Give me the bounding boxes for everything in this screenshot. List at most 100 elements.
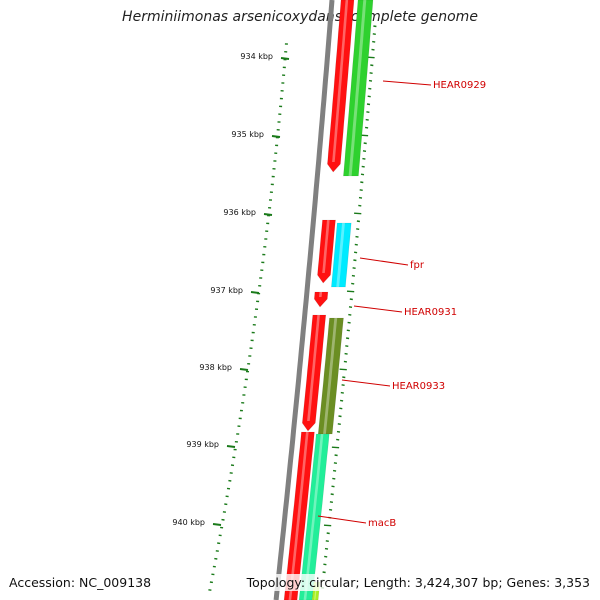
major-tick — [226, 445, 236, 448]
outer-tick — [325, 540, 329, 542]
gene-label-hear0933[interactable]: HEAR0933 — [392, 381, 445, 392]
gene-label-macb[interactable]: macB — [368, 518, 396, 529]
gene-hear0929-highlight — [348, 0, 367, 176]
outer-tick — [351, 274, 356, 277]
gene-label-leader — [317, 515, 367, 524]
outer-tick — [345, 337, 350, 340]
outer-tick — [356, 228, 360, 230]
outer-tick — [346, 290, 355, 293]
outer-tick — [371, 48, 375, 51]
outer-tick — [348, 306, 353, 308]
outer-tick — [353, 259, 357, 262]
map-title: Herminiimonas arsenicoxydans, complete g… — [122, 9, 478, 25]
outer-tick — [337, 423, 341, 425]
gene-fpr-forward — [317, 219, 336, 284]
gene-macb-body[interactable] — [298, 433, 330, 600]
outer-tick — [336, 430, 341, 433]
outer-tick — [366, 103, 371, 106]
outer-tick — [323, 524, 332, 527]
outer-tick — [338, 415, 342, 418]
outer-tick — [364, 126, 369, 129]
outer-tick — [344, 352, 348, 355]
outer-tick — [363, 142, 367, 145]
outer-tick — [339, 399, 344, 402]
tick-label-937: 937 kbp — [210, 286, 243, 295]
gene-fpr-body[interactable] — [331, 222, 352, 288]
major-ticks: 934 kbp 935 kbp 936 kbp 937 kbp 938 kbp … — [172, 52, 290, 527]
gene-hear0929 — [343, 0, 374, 177]
outer-tick — [341, 384, 345, 386]
gene-hear0932-forward — [301, 314, 327, 432]
gene-hear0934-forward — [283, 431, 315, 600]
tick-label-934: 934 kbp — [240, 52, 273, 61]
tick-label-940: 940 kbp — [172, 518, 205, 527]
outer-tick — [367, 95, 371, 98]
outer-tick — [365, 118, 369, 121]
gene-hear0928-forward-highlight — [332, 0, 349, 162]
backbone-track — [273, 0, 335, 600]
outer-tick — [328, 508, 333, 511]
gene-fpr-forward-highlight — [322, 220, 330, 273]
gene-label-hear0929[interactable]: HEAR0929 — [433, 80, 486, 91]
outer-tick — [324, 555, 328, 558]
outer-tick — [355, 235, 359, 238]
gene-label-leader — [359, 257, 409, 266]
outer-tick — [323, 563, 327, 566]
outer-tick — [372, 33, 376, 35]
gene-label-hear0931[interactable]: HEAR0931 — [404, 307, 457, 318]
gene-hear0931-forward-body[interactable] — [313, 291, 329, 308]
backbone-line — [273, 0, 335, 600]
outer-tick — [340, 391, 344, 394]
gene-hear0933-body[interactable] — [317, 317, 344, 435]
outer-tick — [339, 407, 343, 410]
outer-tick — [352, 267, 356, 269]
outer-tick — [359, 189, 363, 191]
outer-tick — [339, 368, 347, 371]
outer-tick — [368, 87, 372, 90]
outer-tick — [358, 204, 362, 207]
gene-label-leader — [382, 80, 432, 86]
outer-tick — [361, 165, 365, 168]
tick-label-936: 936 kbp — [223, 208, 256, 217]
gene-hear0931-forward-highlight — [319, 292, 323, 297]
outer-tick — [354, 243, 358, 246]
outer-tick — [369, 72, 373, 74]
outer-tick — [332, 469, 337, 472]
gene-macb — [298, 433, 330, 600]
gene-hear0929-body[interactable] — [343, 0, 374, 177]
outer-tick — [331, 446, 340, 449]
gene-hear0932-forward-body[interactable] — [301, 314, 327, 432]
gene-hear0933 — [317, 317, 344, 435]
outer-tick — [360, 134, 369, 137]
outer-tick — [366, 111, 370, 113]
outer-tick — [353, 251, 358, 254]
outer-tick — [330, 493, 334, 496]
outer-tick — [324, 547, 329, 550]
outer-tick — [333, 462, 338, 464]
outer-tick — [360, 181, 364, 184]
major-tick — [212, 523, 222, 526]
outer-tick — [367, 56, 375, 59]
gene-labels: HEAR0929 fpr HEAR0931 HEAR0933 macB — [317, 80, 486, 529]
tick-label-938: 938 kbp — [199, 363, 232, 372]
outer-tick — [336, 438, 340, 441]
gene-hear0933-highlight — [323, 318, 338, 434]
accession-text: Accession: NC_009138 — [7, 574, 154, 591]
gene-hear0931-forward — [313, 291, 329, 308]
gene-label-leader — [341, 379, 391, 387]
outer-tick — [373, 25, 377, 28]
outer-tick — [360, 173, 365, 176]
gene-label-fpr[interactable]: fpr — [410, 260, 425, 271]
gene-fpr-forward-body[interactable] — [317, 219, 336, 284]
gene-fpr — [331, 222, 352, 288]
gene-hear0928-forward-body[interactable] — [327, 0, 355, 173]
outer-tick — [342, 376, 346, 379]
gene-macb-highlight — [303, 434, 324, 600]
gene-hear0928-forward — [327, 0, 355, 173]
minor-ticks — [208, 25, 377, 591]
outer-tick — [348, 313, 352, 316]
tick-label-935: 935 kbp — [231, 130, 264, 139]
gene-hear0934-forward-body[interactable] — [283, 431, 315, 600]
